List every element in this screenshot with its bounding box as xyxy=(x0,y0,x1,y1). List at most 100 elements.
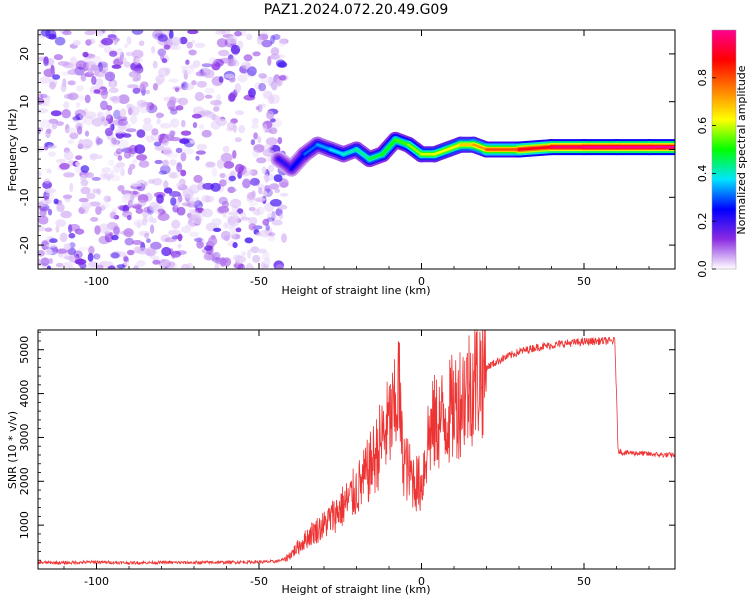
noise-blob xyxy=(261,39,273,48)
noise-blob xyxy=(126,249,135,256)
noise-blob xyxy=(248,87,256,98)
noise-blob xyxy=(227,35,238,44)
noise-blob xyxy=(174,87,180,93)
noise-blob xyxy=(259,31,270,40)
noise-blob xyxy=(46,265,52,269)
noise-blob xyxy=(181,202,192,207)
noise-blob xyxy=(89,201,101,207)
noise-blob xyxy=(277,204,288,210)
noise-blob xyxy=(264,257,271,266)
noise-blob xyxy=(48,151,56,157)
noise-blob xyxy=(252,150,260,158)
x-tick-label: -50 xyxy=(250,275,268,288)
noise-blob xyxy=(171,235,180,240)
noise-blob xyxy=(201,63,213,68)
noise-blob xyxy=(215,118,228,126)
noise-blob xyxy=(275,208,283,217)
noise-blob xyxy=(195,71,207,77)
noise-blob xyxy=(67,247,77,256)
noise-blob xyxy=(262,251,270,261)
noise-blob xyxy=(240,211,247,219)
noise-blob xyxy=(271,34,277,42)
noise-blob xyxy=(106,105,113,111)
noise-blob xyxy=(46,243,57,248)
x-tick-label: 0 xyxy=(418,575,425,588)
noise-blob xyxy=(222,212,227,218)
noise-blob xyxy=(145,89,150,95)
noise-blob xyxy=(267,56,272,66)
noise-blob xyxy=(115,128,124,134)
noise-blob xyxy=(177,243,182,249)
noise-blob xyxy=(219,172,226,179)
noise-blob xyxy=(115,132,124,139)
noise-blob xyxy=(277,61,288,68)
noise-blob xyxy=(168,171,180,179)
noise-blob xyxy=(93,89,101,94)
noise-blob xyxy=(194,91,205,102)
x-tick-label: 50 xyxy=(577,575,591,588)
y-tick-label: 10 xyxy=(18,95,31,109)
noise-blob xyxy=(89,153,97,161)
noise-blob xyxy=(211,218,222,227)
noise-blob xyxy=(188,196,196,203)
noise-blob xyxy=(246,262,253,269)
signal-segment xyxy=(316,143,332,151)
noise-blob xyxy=(138,84,147,91)
noise-blob xyxy=(122,133,132,138)
noise-blob xyxy=(182,188,194,199)
noise-blob xyxy=(245,33,253,41)
noise-blob xyxy=(47,208,53,216)
noise-blob xyxy=(192,122,198,129)
noise-blob xyxy=(105,226,111,235)
noise-blob xyxy=(126,36,132,45)
noise-blob xyxy=(63,172,75,178)
noise-blob xyxy=(75,122,83,131)
noise-blob xyxy=(176,182,184,188)
noise-blob xyxy=(169,172,178,179)
noise-blob xyxy=(252,117,259,125)
noise-blob xyxy=(204,94,213,99)
noise-blob xyxy=(52,122,58,130)
noise-blob xyxy=(76,125,83,135)
noise-blob xyxy=(216,159,225,169)
y-tick-label: 2000 xyxy=(18,467,31,495)
noise-blob xyxy=(257,248,268,254)
noise-blob xyxy=(39,262,49,268)
noise-blob xyxy=(55,262,64,268)
y-tick-label: -10 xyxy=(18,188,31,206)
noise-blob xyxy=(68,223,80,232)
noise-blob xyxy=(276,216,283,221)
signal-segment xyxy=(446,143,462,151)
noise-blob xyxy=(108,159,115,166)
noise-blob xyxy=(117,185,125,192)
noise-blob xyxy=(39,206,48,211)
noise-blob xyxy=(222,145,230,153)
noise-blob xyxy=(68,224,73,234)
snr-y-label: SNR (10 * v/v) xyxy=(6,411,19,489)
noise-blob xyxy=(111,64,122,69)
noise-blob xyxy=(230,56,238,67)
noise-blob xyxy=(175,105,184,111)
noise-blob xyxy=(232,124,237,133)
snr-panel: -100 -50 0 50 1000 2000 3000 4000 5000 Height o… xyxy=(6,329,676,596)
noise-blob xyxy=(130,114,138,125)
noise-blob xyxy=(131,203,143,209)
colorbar-ticks: 0.0 0.2 0.4 0.6 0.8 xyxy=(696,69,716,278)
noise-blob xyxy=(146,238,151,243)
noise-blob xyxy=(96,138,103,145)
noise-blob xyxy=(228,59,236,67)
noise-blob xyxy=(46,144,57,149)
noise-blob xyxy=(63,93,74,99)
noise-blob xyxy=(232,150,237,159)
noise-blob xyxy=(84,111,97,119)
spectrogram-x-label: Height of straight line (km) xyxy=(281,284,430,297)
noise-blob xyxy=(201,129,212,138)
x-tick-label: -100 xyxy=(84,575,109,588)
noise-blob xyxy=(261,190,268,196)
noise-blob xyxy=(80,186,91,195)
noise-blob xyxy=(134,64,144,74)
noise-blob xyxy=(150,224,155,234)
noise-blob xyxy=(63,150,74,161)
noise-blob xyxy=(183,83,195,91)
noise-blob xyxy=(92,188,100,194)
